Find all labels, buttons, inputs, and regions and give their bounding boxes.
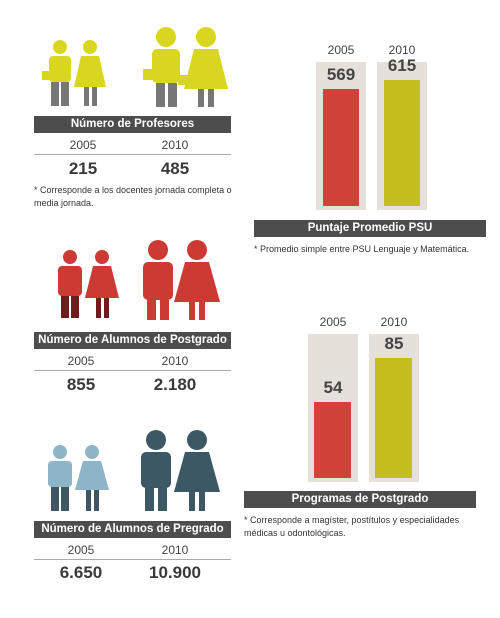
- programas-category-label-0: 2005: [319, 315, 347, 329]
- female-teacher-large-icon: [178, 27, 228, 107]
- psu-title: Puntaje Promedio PSU: [254, 220, 486, 237]
- male-postgrad-large-icon: [143, 240, 173, 320]
- male-undergrad-small-icon: [48, 445, 72, 511]
- psu-value-label-1: 615: [387, 56, 417, 75]
- programas-note: * Corresponde a magíster, postítulos y e…: [244, 515, 460, 538]
- postgrado-value-2005: 855: [66, 375, 96, 394]
- psu-bar-2010: [384, 80, 420, 206]
- profesores-value-2010: 485: [160, 159, 190, 178]
- pregrado-divider: [34, 559, 231, 560]
- profesores-header: Número de Profesores: [34, 116, 231, 133]
- male-undergrad-large-icon: [141, 430, 171, 511]
- pregrado-value-2010: 10.900: [149, 563, 201, 582]
- programas-bar-2010: [375, 358, 412, 478]
- postgrado-year-2010: 2010: [161, 354, 189, 368]
- male-teacher-large-icon: [143, 27, 180, 107]
- postgrado-header: Número de Alumnos de Postgrado: [34, 332, 231, 349]
- programas-value-label-1: 85: [384, 334, 404, 353]
- programas-category-label-1: 2010: [380, 315, 408, 329]
- profesores-value-2005: 215: [68, 159, 98, 178]
- female-undergrad-large-icon: [174, 430, 220, 511]
- postgrado-divider: [34, 370, 231, 371]
- psu-note: * Promedio simple entre PSU Lenguaje y M…: [254, 244, 470, 254]
- programas-title: Programas de Postgrado: [244, 491, 476, 508]
- pregrado-icons: [48, 430, 220, 511]
- psu-value-label-0: 569: [326, 65, 356, 85]
- postgrado-value-2010: 2.180: [153, 375, 197, 394]
- female-teacher-small-icon: [74, 40, 106, 106]
- profesores-icons: [42, 27, 228, 107]
- programas-bar-2005: [314, 401, 351, 478]
- profesores-note: * Corresponde a los docentes jornada com…: [34, 185, 232, 208]
- pregrado-year-2010: 2010: [161, 543, 189, 557]
- pregrado-value-2005: 6.650: [59, 563, 103, 582]
- profesores-year-2010: 2010: [161, 138, 189, 152]
- psu-category-label-1: 2010: [388, 43, 416, 57]
- female-postgrad-small-icon: [85, 250, 119, 318]
- pregrado-header: Número de Alumnos de Pregrado: [34, 521, 231, 538]
- psu-category-label-0: 2005: [327, 43, 355, 57]
- postgrado-year-2005: 2005: [67, 354, 95, 368]
- female-postgrad-large-icon: [174, 240, 220, 320]
- profesores-year-2005: 2005: [69, 138, 97, 152]
- male-teacher-small-icon: [42, 40, 71, 106]
- pregrado-year-2005: 2005: [67, 543, 95, 557]
- postgrado-icons: [58, 240, 220, 320]
- programas-value-label-0: 54: [323, 377, 343, 397]
- male-postgrad-small-icon: [58, 250, 82, 318]
- psu-bar-2005: [323, 89, 359, 206]
- profesores-divider: [34, 154, 231, 155]
- female-undergrad-small-icon: [75, 445, 109, 511]
